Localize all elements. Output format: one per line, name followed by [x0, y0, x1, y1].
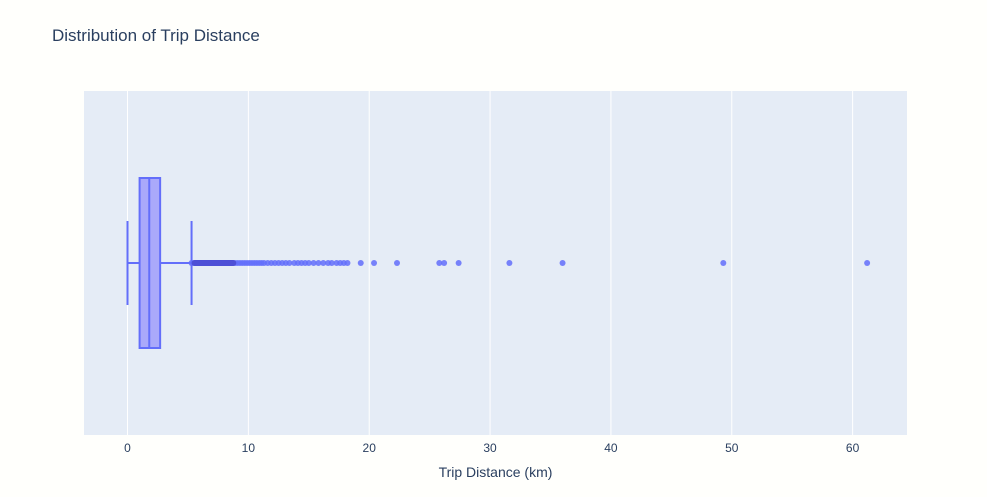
x-tick-label-50: 50 [725, 441, 739, 455]
outlier-point-57 [455, 260, 462, 266]
x-axis-title: Trip Distance (km) [439, 464, 553, 480]
outlier-point-59 [559, 260, 566, 266]
x-tick-label-60: 60 [846, 441, 860, 455]
outlier-points [188, 260, 871, 266]
x-tick-label-40: 40 [604, 441, 618, 455]
outlier-point-53 [371, 260, 378, 266]
outlier-point-51 [344, 260, 351, 266]
outlier-point-60 [720, 260, 727, 266]
outlier-point-61 [864, 260, 871, 266]
x-tick-label-0: 0 [124, 441, 131, 455]
chart-title: Distribution of Trip Distance [52, 26, 260, 45]
outlier-point-56 [441, 260, 448, 266]
x-tick-label-20: 20 [363, 441, 377, 455]
x-tick-label-10: 10 [242, 441, 256, 455]
outlier-point-43 [310, 260, 317, 266]
outlier-point-42 [305, 260, 312, 266]
outlier-point-47 [328, 260, 335, 266]
x-tick-label-30: 30 [483, 441, 497, 455]
outlier-point-54 [394, 260, 401, 266]
outlier-point-52 [357, 260, 364, 266]
x-axis-ticks: 0 10 20 30 40 50 60 [124, 441, 859, 455]
outlier-point-55 [436, 260, 443, 266]
outlier-point-58 [506, 260, 513, 266]
outlier-point-44 [315, 260, 322, 266]
outlier-dense-band [191, 260, 237, 266]
outlier-point-37 [286, 260, 293, 266]
outlier-point-45 [320, 260, 327, 266]
